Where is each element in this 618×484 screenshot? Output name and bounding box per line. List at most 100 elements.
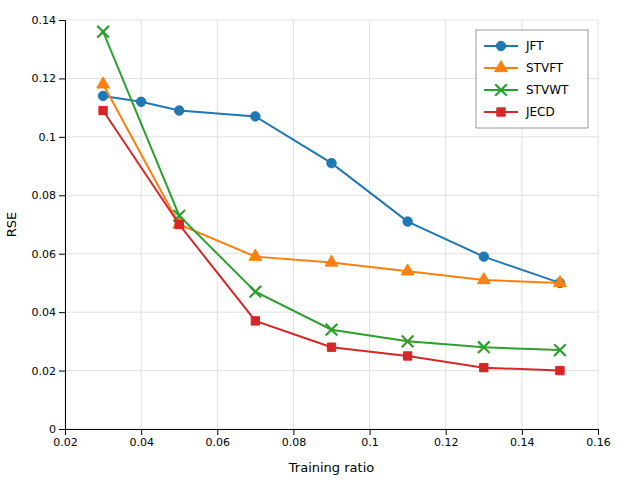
tick-label: 0.14 [32,14,57,27]
tick-mark [59,429,65,430]
point-marker [556,366,564,374]
axis-line [59,21,66,430]
tick-mark [370,429,371,435]
axis-line [66,430,599,436]
point-marker [327,158,336,167]
tick: 0.14 [32,14,66,27]
legend-item: JFT [484,39,544,53]
tick-label: 0.02 [53,436,78,449]
grid-line [598,20,599,429]
grid-line [65,195,598,196]
legend-symbol [495,84,507,96]
point-marker [98,91,107,100]
point-marker [403,217,412,226]
tick-mark [59,78,65,79]
tick-mark [293,429,294,435]
x-axis-title: Training ratio [288,460,374,475]
tick-label: 0 [49,423,56,436]
legend-item: STVFT [484,61,564,76]
legend-box [476,30,588,128]
y-axis-title: RSE [4,212,19,238]
tick-mark [217,429,218,435]
point-marker [477,273,490,284]
grid-line [65,312,598,313]
point-marker [327,343,335,351]
tick: 0.06 [206,429,231,449]
tick: 0.02 [32,365,66,378]
legend: JFT STVFT STVWT JECD [476,30,588,128]
legend-label: JFT [525,39,544,53]
series [99,106,564,374]
tick-label: 0.04 [129,436,154,449]
tick-mark [522,429,523,435]
tick-label: 0.08 [32,189,57,202]
point-marker [554,276,567,287]
point-marker [478,341,490,353]
plot: 0.020.040.060.080.10.120.140.1600.020.04… [32,14,611,449]
grid-line [65,136,598,137]
point-marker [480,363,488,371]
tick: 0.04 [129,429,154,449]
tick-label: 0.02 [32,365,57,378]
legend-symbol [497,108,505,116]
point-marker [402,336,414,348]
point-marker [554,344,566,356]
tick-mark [59,312,65,313]
tick: 0.14 [510,429,535,449]
tick-mark [59,195,65,196]
chart: 0.020.040.060.080.10.120.140.1600.020.04… [0,0,618,484]
legend-label: JECD [525,105,555,119]
tick: 0.1 [361,429,379,449]
tick-mark [141,429,142,435]
grid-line [445,20,446,429]
tick-mark [59,254,65,255]
tick-mark [59,20,65,21]
point-marker [251,112,260,121]
tick-label: 0.04 [32,306,57,319]
tick-label: 0.16 [586,436,611,449]
tick-mark [446,429,447,435]
point-marker [250,286,262,298]
point-marker [326,324,338,336]
point-marker [479,252,488,261]
point-marker [251,317,259,325]
x-axis: 0.02 0.04 0.06 0.08 0.1 0.12 0.14 0.16 [53,429,611,449]
tick: 0.04 [32,306,66,319]
point-marker [403,352,411,360]
tick-label: 0.06 [32,248,57,261]
point-marker [97,77,110,88]
grid-line [217,20,218,429]
grid-line [369,20,370,429]
grid-line [65,253,598,254]
tick-label: 0.12 [434,436,459,449]
grid-line [141,20,142,429]
tick: 0.02 [53,429,78,449]
tick: 0.12 [32,72,66,85]
tick-mark [598,429,599,435]
tick: 0.06 [32,248,66,261]
tick-mark [59,137,65,138]
tick-label: 0.12 [32,72,57,85]
tick: 0.16 [586,429,611,449]
tick: 0 [49,423,65,436]
tick-label: 0.1 [39,131,57,144]
legend-item: JECD [484,105,555,119]
tick-mark [59,371,65,372]
y-axis: 0 0.02 0.04 0.06 0.08 0.1 0.12 0.14 [32,14,66,436]
series-line [103,111,560,371]
point-marker [401,264,414,275]
legend-item: STVWT [484,83,569,97]
tick-label: 0.1 [361,436,379,449]
legend-label: STVWT [526,83,569,97]
tick-label: 0.06 [206,436,231,449]
point-marker [97,26,109,38]
grid-line [293,20,294,429]
grid [65,20,598,429]
tick: 0.08 [282,429,307,449]
tick-label: 0.08 [282,436,307,449]
point-marker [249,249,262,260]
grid-line [65,20,598,21]
point-marker [136,97,145,106]
legend-label: STVFT [526,61,564,75]
legend-symbol [495,61,508,72]
